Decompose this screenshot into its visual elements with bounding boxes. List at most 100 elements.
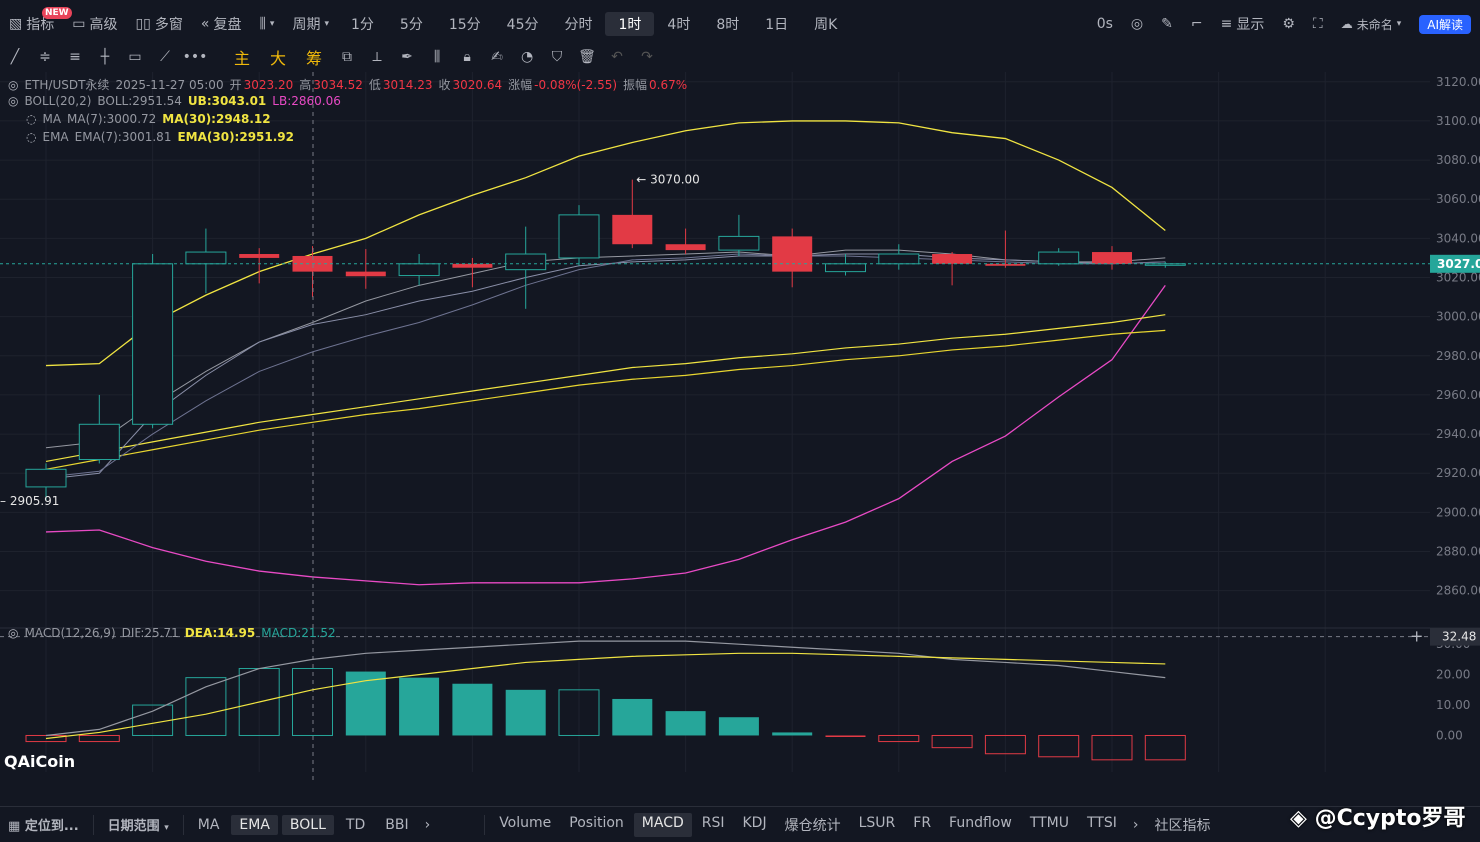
y-tick-label: 2960.00 [1436, 388, 1480, 402]
shortcut-button-0[interactable]: 主 [234, 49, 251, 68]
pencil-icon[interactable]: ✎ [1161, 16, 1173, 32]
sub-indicator-3[interactable]: RSI [701, 814, 725, 831]
layout-icon[interactable]: ⌐ [1190, 16, 1203, 32]
ma30-line [45, 314, 1166, 463]
interval-1[interactable]: 5分 [399, 17, 423, 33]
sub-indicator-0[interactable]: Volume [499, 814, 552, 831]
redo-icon[interactable]: ↷ [641, 49, 653, 65]
add-icon[interactable]: + [1410, 627, 1423, 646]
shortcut-button-1[interactable]: 大 [270, 49, 287, 68]
ai-read-button[interactable]: AI解读 [1410, 9, 1480, 39]
brush-tool-icon[interactable]: ⟋ [160, 49, 170, 65]
macd-bar [878, 734, 920, 743]
display-button[interactable]: ≡ 显示 [1220, 16, 1265, 33]
macd-tick-label: 10.00 [1436, 698, 1470, 712]
y-tick-label: 2880.00 [1436, 545, 1480, 559]
more-tools-icon[interactable]: ••• [182, 49, 208, 65]
eye-icon[interactable]: ◎ [8, 626, 19, 640]
macd-bar [984, 734, 1026, 755]
candle-body [452, 263, 493, 268]
sub-indicator-8[interactable]: Fundflow [949, 814, 1012, 831]
sub-indicator-9[interactable]: TTMU [1029, 814, 1069, 831]
chart-type-dropdown[interactable]: ⫼ ▾ [250, 9, 283, 39]
filter-icon[interactable]: ⛉ [551, 49, 563, 65]
interval-5[interactable]: 1时 [605, 12, 655, 36]
macd-bar [1038, 734, 1080, 758]
main-indicator-ema[interactable]: EMA [231, 814, 278, 835]
main-indicator-bbi[interactable]: BBI [385, 816, 409, 833]
chevron-down-icon: ▾ [324, 19, 329, 29]
macd-bar [1091, 734, 1133, 761]
sub-indicator-4[interactable]: KDJ [742, 814, 767, 831]
cross-tool-icon[interactable]: ┼ [100, 49, 110, 65]
period-dropdown[interactable]: 周期 ▾ [292, 17, 329, 33]
interval-6[interactable]: 4时 [667, 17, 691, 33]
main-indicator-td[interactable]: TD [345, 816, 366, 833]
sub-indicator-6[interactable]: LSUR [858, 814, 896, 831]
boll-upper-line [45, 120, 1166, 367]
chevron-right-icon[interactable]: › [1132, 816, 1139, 833]
rectangle-tool-icon[interactable]: ▭ [128, 49, 142, 65]
interval-4[interactable]: 分时 [564, 17, 593, 33]
symbol-name: ETH/USDT永续 [24, 78, 110, 92]
replay-button[interactable]: « 复盘 [200, 16, 242, 33]
macd-cursor-tag [1430, 627, 1480, 646]
ruler-icon[interactable]: ⟂ [372, 49, 382, 65]
pen-icon[interactable]: ✒ [401, 49, 413, 65]
macd-bar [772, 732, 813, 736]
price-axis[interactable]: 3120.00 3100.00 3080.00 3060.00 3040.00 3020.… [1430, 72, 1480, 784]
macd-dif-line [45, 640, 1166, 737]
interval-2[interactable]: 15分 [448, 17, 481, 33]
interval-3[interactable]: 45分 [506, 17, 539, 33]
interval-7[interactable]: 8时 [716, 17, 740, 33]
sub-indicator-1[interactable]: Position [569, 814, 624, 831]
bell-icon[interactable]: ◌ [26, 130, 37, 144]
multi-window-button[interactable]: ▯▯ 多窗 [135, 16, 183, 33]
undo-icon[interactable]: ↶ [611, 49, 623, 65]
change-value: -0.08%(-2.55) [534, 77, 618, 92]
locate-button[interactable]: ▦ 定位到... [8, 819, 79, 834]
copy-icon[interactable]: ⧉ [342, 49, 353, 65]
candle-body [25, 468, 67, 488]
indicator-button[interactable]: ▧ 指标 NEW [0, 7, 72, 39]
interval-9[interactable]: 周K [814, 17, 838, 33]
notes-icon[interactable]: ✍ [491, 49, 503, 65]
settings-icon[interactable]: ⚙ [1282, 16, 1295, 32]
bell-icon[interactable]: ◌ [26, 112, 37, 126]
community-indicator-button[interactable]: 社区指标 [1154, 817, 1211, 834]
grid-icon: ▯▯ [135, 16, 151, 32]
boll-mid-line [45, 249, 1166, 449]
hline-tool-icon[interactable]: ≑ [39, 49, 51, 65]
magnet-icon[interactable]: ◔ [520, 49, 534, 65]
fullscreen-icon[interactable]: ⛶ [1312, 16, 1323, 32]
shortcut-button-2[interactable]: 筹 [306, 49, 323, 68]
macd-bar [665, 711, 706, 736]
macd-cursor-label: 32.48 [1442, 630, 1476, 644]
unnamed-layout-dropdown[interactable]: ☁ 未命名 ▾ [1340, 17, 1402, 32]
aicoin-logo: QAiCoin [4, 752, 76, 771]
main-indicator-boll[interactable]: BOLL [281, 814, 334, 835]
sub-indicator-2[interactable]: MACD [633, 812, 692, 837]
channel-tool-icon[interactable]: ≡ [69, 49, 81, 65]
interval-list: 1分 5分 15分 45分 分时 1时 4时 8时 1日 周K [338, 9, 850, 39]
sub-indicator-5[interactable]: 爆仓统计 [784, 817, 841, 834]
trash-icon[interactable]: 🗑︎ [578, 49, 596, 65]
chevron-down-icon: ▾ [269, 19, 275, 29]
sub-indicator-7[interactable]: FR [913, 814, 932, 831]
eye-icon[interactable]: ◎ [8, 77, 19, 92]
candles-icon[interactable]: ⫼ [433, 49, 441, 65]
eye-icon[interactable]: ◎ [8, 94, 19, 108]
macd-bar [1144, 734, 1186, 761]
lock-icon[interactable]: 🔒︎ [463, 49, 471, 65]
advanced-button[interactable]: ▭ 高级 [72, 16, 118, 33]
candle-body [505, 253, 547, 271]
price-chart[interactable]: ← 3070.00– 2905.91+11月270204060810121416… [0, 72, 1430, 784]
interval-0[interactable]: 1分 [350, 17, 374, 33]
sub-indicator-10[interactable]: TTSI [1087, 814, 1117, 831]
chevron-right-icon[interactable]: › [424, 816, 431, 833]
date-range-dropdown[interactable]: 日期范围 ▾ [107, 819, 169, 834]
main-indicator-ma[interactable]: MA [197, 816, 220, 833]
camera-icon[interactable]: ◎ [1130, 16, 1144, 32]
interval-8[interactable]: 1日 [765, 17, 789, 33]
line-tool-icon[interactable]: ╱ [10, 49, 20, 65]
